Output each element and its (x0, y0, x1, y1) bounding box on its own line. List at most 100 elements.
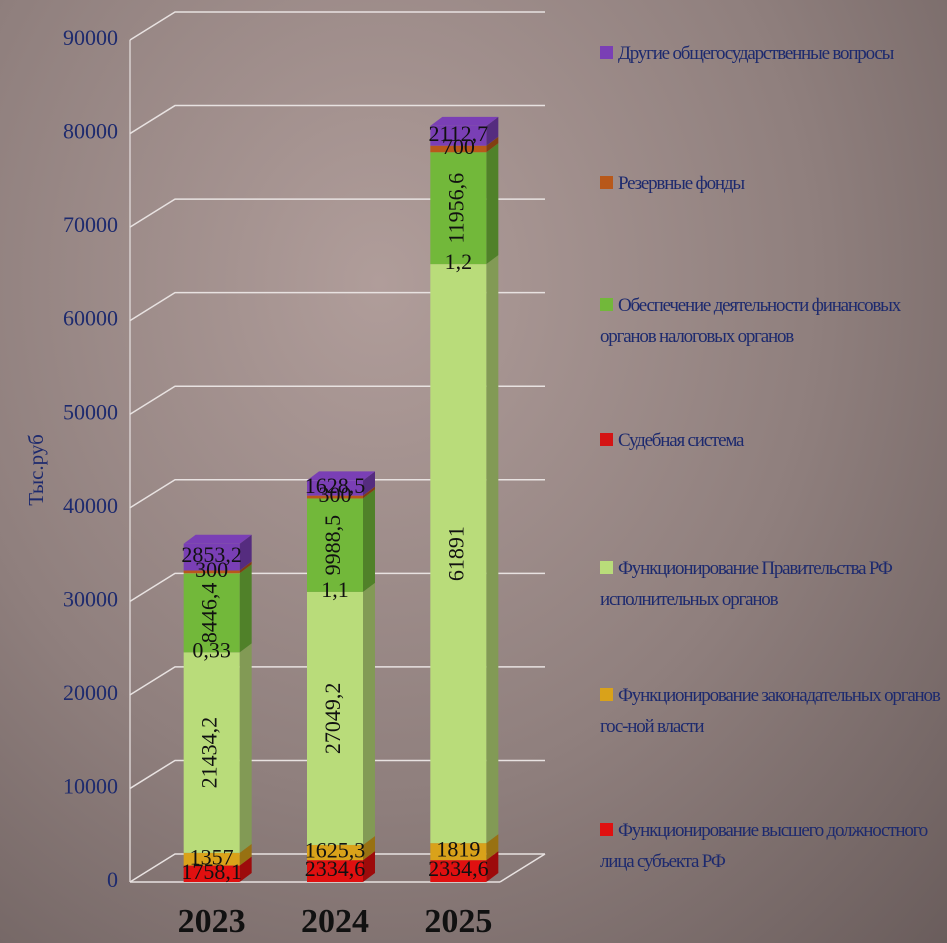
legend-item: Обеспечение деятельности финансовых орга… (600, 290, 940, 352)
legend-item: Функционирование законадательных органов… (600, 680, 941, 742)
bar-segment (430, 152, 487, 265)
grid-line (129, 291, 545, 322)
data-label: 61891 (443, 526, 468, 581)
data-label: 1,2 (445, 249, 473, 274)
bar-side (239, 643, 252, 653)
grid-line (129, 666, 545, 696)
bar-segment (307, 844, 363, 861)
data-label: 1,1 (321, 577, 349, 602)
data-label: 700 (442, 134, 475, 159)
bar-segment (183, 865, 240, 882)
bar-side (239, 564, 252, 653)
grid-line (129, 11, 545, 41)
y-tick-label: 70000 (63, 212, 118, 237)
legend-item: Функционирование Правительства РФ исполн… (600, 553, 940, 615)
legend-label: Судебная система (618, 430, 744, 451)
bar-segment (307, 480, 363, 496)
legend-marker (600, 823, 613, 836)
bar-side (486, 143, 499, 265)
y-tick-label: 0 (107, 867, 118, 892)
bar-side (239, 534, 252, 571)
data-label: 2112,7 (428, 121, 488, 146)
bar-side (239, 856, 252, 882)
grid-line (129, 759, 545, 790)
grid-line (129, 853, 545, 883)
bar-segment (307, 860, 363, 882)
bar-side (363, 486, 375, 499)
grid-line (129, 198, 545, 228)
data-label: 11956,6 (443, 173, 468, 244)
bar-side (239, 843, 252, 866)
floor-edge (499, 853, 546, 883)
bar-segment (183, 652, 240, 853)
legend-marker (600, 688, 613, 701)
data-label: 9988,5 (320, 515, 345, 576)
grid-line (129, 104, 545, 135)
data-label: 8446,4 (197, 583, 222, 644)
legend-item: Резервные фонды (600, 168, 940, 199)
bar-side (486, 255, 499, 844)
bar-segment (183, 573, 240, 653)
bar-side (363, 851, 375, 882)
legend-marker (600, 46, 613, 59)
grid-line (129, 572, 545, 602)
y-axis-label: Тыс.руб (24, 434, 48, 506)
data-label: 2334,6 (428, 856, 489, 881)
bar-top (430, 116, 499, 126)
legend-marker (600, 298, 613, 311)
y-tick-label: 80000 (63, 119, 118, 144)
data-label: 21434,2 (197, 717, 222, 789)
y-tick-label: 10000 (63, 773, 118, 798)
data-label: 300 (319, 482, 352, 507)
bar-segment (183, 852, 240, 866)
legend-marker (600, 433, 613, 446)
bar-segment (183, 543, 240, 571)
bar-segment (430, 843, 487, 861)
data-label: 1357 (190, 844, 234, 869)
y-tick-label: 40000 (63, 493, 118, 518)
bar-side (486, 116, 499, 146)
data-label: 2853,2 (181, 542, 242, 567)
legend-item: Функционирование высшего должностного ли… (600, 815, 940, 877)
bar-side (239, 561, 252, 574)
grid-line (129, 385, 545, 415)
legend-label: Другие общегосударственные вопросы (618, 43, 894, 64)
y-tick-label: 50000 (63, 399, 118, 424)
data-label: 1758,1 (181, 859, 242, 884)
legend-marker (600, 561, 613, 574)
legend-item: Судебная система (600, 425, 940, 456)
bar-segment (430, 860, 487, 882)
x-tick-label: 2024 (301, 903, 369, 940)
data-label: 1625,3 (305, 838, 366, 863)
bar-side (363, 582, 375, 845)
y-tick-label: 30000 (63, 586, 118, 611)
bar-side (486, 851, 499, 882)
bar-segment (430, 264, 487, 844)
bar-side (486, 255, 499, 265)
grid-line (129, 479, 545, 509)
bar-segment (307, 495, 363, 499)
bar-side (239, 643, 252, 853)
legend-marker (600, 176, 613, 189)
bar-segment (430, 125, 487, 146)
data-label: 2334,6 (305, 856, 366, 881)
legend-label: Резервные фонды (618, 173, 745, 194)
data-label: 1819 (436, 837, 480, 862)
y-tick-label: 60000 (63, 306, 118, 331)
bar-side (363, 489, 375, 592)
data-label: 1628,5 (305, 473, 366, 498)
data-label: 300 (195, 557, 228, 582)
y-tick-label: 90000 (63, 25, 118, 50)
legend-label: Функционирование высшего должностного ли… (600, 820, 928, 872)
bar-top (183, 534, 252, 544)
bar-segment (307, 498, 363, 592)
bar-segment (307, 591, 363, 845)
data-label: 0,33 (192, 637, 231, 662)
y-tick-label: 20000 (63, 680, 118, 705)
x-tick-label: 2025 (424, 903, 492, 940)
bar-segment (430, 145, 487, 153)
bar-side (486, 834, 499, 861)
bar-top (307, 471, 375, 481)
